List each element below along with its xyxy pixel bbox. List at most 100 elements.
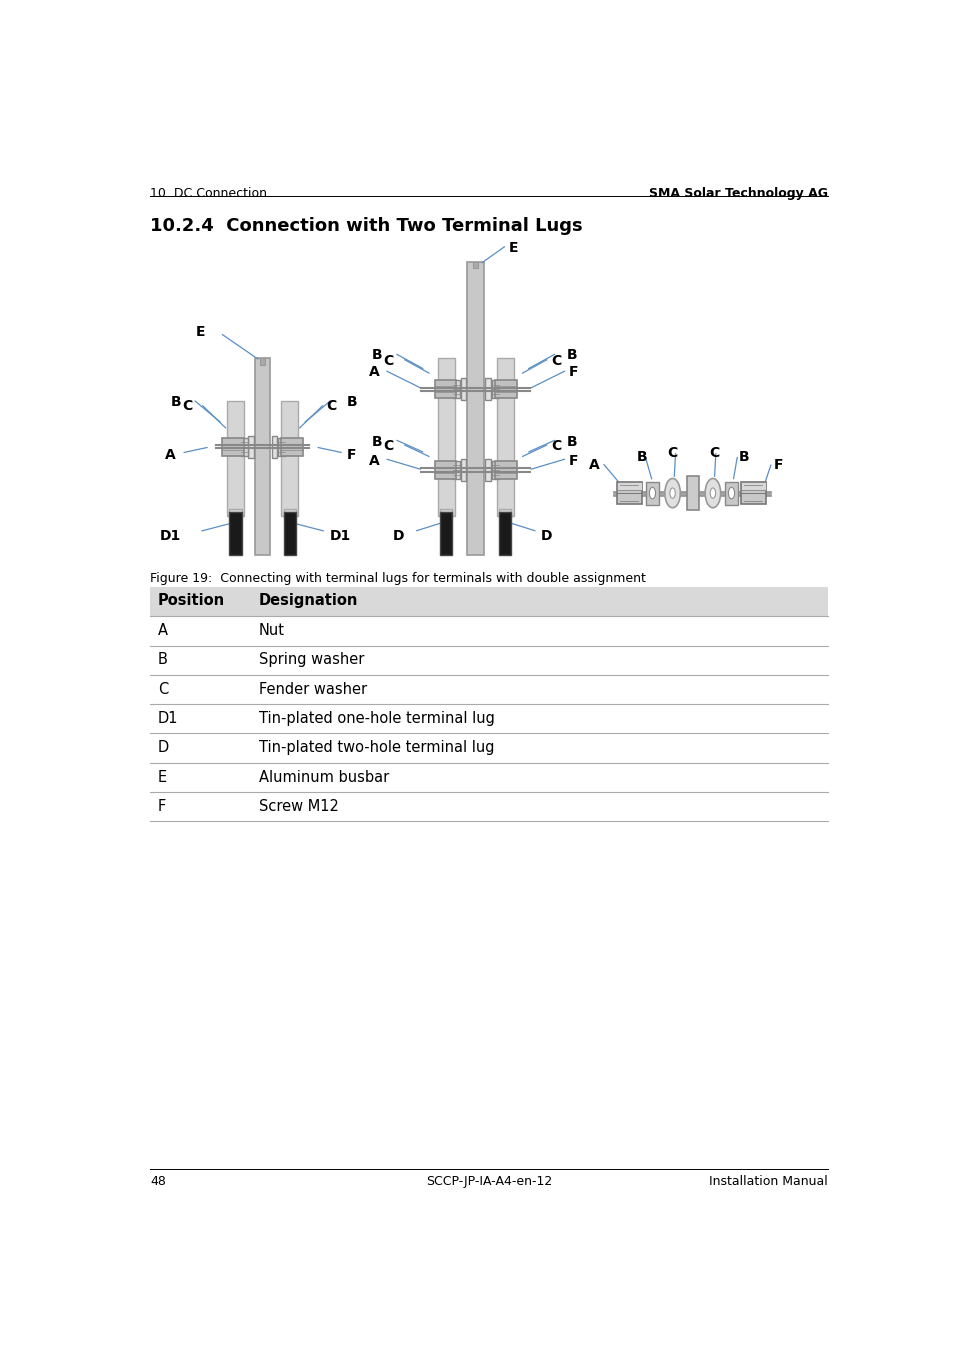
Text: SMA Solar Technology AG: SMA Solar Technology AG (648, 186, 827, 200)
Bar (439, 513, 452, 555)
Bar (229, 513, 241, 555)
Text: C: C (667, 446, 677, 460)
Bar (277, 437, 284, 456)
Bar (283, 513, 295, 555)
Bar (453, 379, 459, 398)
Text: B: B (567, 435, 578, 448)
Text: Installation Manual: Installation Manual (708, 1174, 827, 1188)
Text: Fender washer: Fender washer (258, 682, 367, 697)
Text: D: D (393, 528, 404, 543)
Bar (495, 460, 517, 479)
Text: B: B (158, 652, 168, 667)
Text: D1: D1 (329, 529, 350, 543)
Text: D: D (540, 528, 552, 543)
Bar (272, 436, 276, 458)
Text: D1: D1 (160, 529, 181, 543)
Text: B: B (372, 435, 382, 448)
Bar (150, 733, 827, 763)
Text: A: A (588, 458, 599, 471)
Bar (740, 482, 765, 490)
Text: Spring washer: Spring washer (258, 652, 364, 667)
Bar (150, 617, 827, 645)
Bar (150, 792, 827, 821)
Bar (617, 482, 641, 490)
Text: D: D (158, 740, 169, 755)
Bar (485, 459, 491, 481)
Text: Aluminum busbar: Aluminum busbar (258, 769, 389, 784)
Bar (439, 509, 452, 518)
Bar (498, 509, 511, 518)
Text: C: C (383, 439, 394, 454)
Text: C: C (326, 400, 336, 413)
Ellipse shape (728, 487, 734, 500)
Text: F: F (773, 458, 782, 471)
Bar (254, 358, 270, 555)
Bar (467, 262, 484, 555)
Bar (498, 513, 511, 555)
Bar (435, 379, 456, 398)
Bar (485, 378, 491, 400)
Text: Tin-plated one-hole terminal lug: Tin-plated one-hole terminal lug (258, 711, 494, 726)
Ellipse shape (709, 487, 715, 498)
Bar (460, 378, 466, 400)
Ellipse shape (664, 478, 679, 508)
Bar (435, 460, 456, 479)
Bar (617, 482, 641, 504)
Bar (704, 490, 720, 497)
Bar (281, 437, 303, 456)
Text: B: B (171, 394, 181, 409)
Bar (150, 763, 827, 792)
Text: C: C (709, 446, 719, 460)
Text: Designation: Designation (258, 593, 357, 609)
Bar (491, 379, 498, 398)
Bar (227, 401, 244, 516)
Bar (240, 437, 247, 456)
Text: Nut: Nut (258, 624, 284, 639)
Bar (150, 675, 827, 705)
Text: B: B (636, 450, 646, 464)
Text: SCCP-JP-IA-A4-en-12: SCCP-JP-IA-A4-en-12 (425, 1174, 552, 1188)
Bar (150, 587, 827, 617)
Text: C: C (550, 439, 560, 454)
Text: 10.2.4  Connection with Two Terminal Lugs: 10.2.4 Connection with Two Terminal Lugs (150, 217, 582, 235)
Bar (437, 358, 455, 516)
Bar (248, 436, 253, 458)
Bar (645, 482, 658, 505)
Bar (150, 645, 827, 675)
Bar (497, 358, 513, 516)
Bar (281, 401, 298, 516)
Text: Screw M12: Screw M12 (258, 799, 338, 814)
Text: F: F (568, 366, 578, 379)
Text: A: A (369, 454, 379, 468)
Bar (222, 437, 244, 456)
Text: Figure 19:  Connecting with terminal lugs for terminals with double assignment: Figure 19: Connecting with terminal lugs… (150, 572, 645, 586)
Text: C: C (550, 354, 560, 367)
Text: Position: Position (158, 593, 225, 609)
Text: A: A (165, 448, 175, 463)
Text: C: C (383, 354, 394, 367)
Text: E: E (158, 769, 167, 784)
Bar (740, 482, 765, 504)
Bar (664, 490, 679, 497)
Text: 10  DC Connection: 10 DC Connection (150, 186, 267, 200)
Bar (724, 482, 737, 505)
Bar (495, 379, 517, 398)
Text: B: B (567, 348, 578, 362)
Text: Tin-plated two-hole terminal lug: Tin-plated two-hole terminal lug (258, 740, 494, 755)
Bar (150, 705, 827, 733)
Bar (491, 460, 498, 479)
Bar (453, 460, 459, 479)
Bar (473, 262, 477, 269)
Text: 48: 48 (150, 1174, 166, 1188)
Text: A: A (158, 624, 168, 639)
Bar (229, 509, 241, 518)
Ellipse shape (704, 478, 720, 508)
Ellipse shape (669, 487, 675, 498)
Bar (686, 477, 699, 510)
Bar (283, 509, 295, 518)
Text: C: C (158, 682, 168, 697)
Text: C: C (182, 400, 192, 413)
Text: F: F (158, 799, 166, 814)
Text: B: B (739, 450, 749, 464)
Bar (460, 459, 466, 481)
